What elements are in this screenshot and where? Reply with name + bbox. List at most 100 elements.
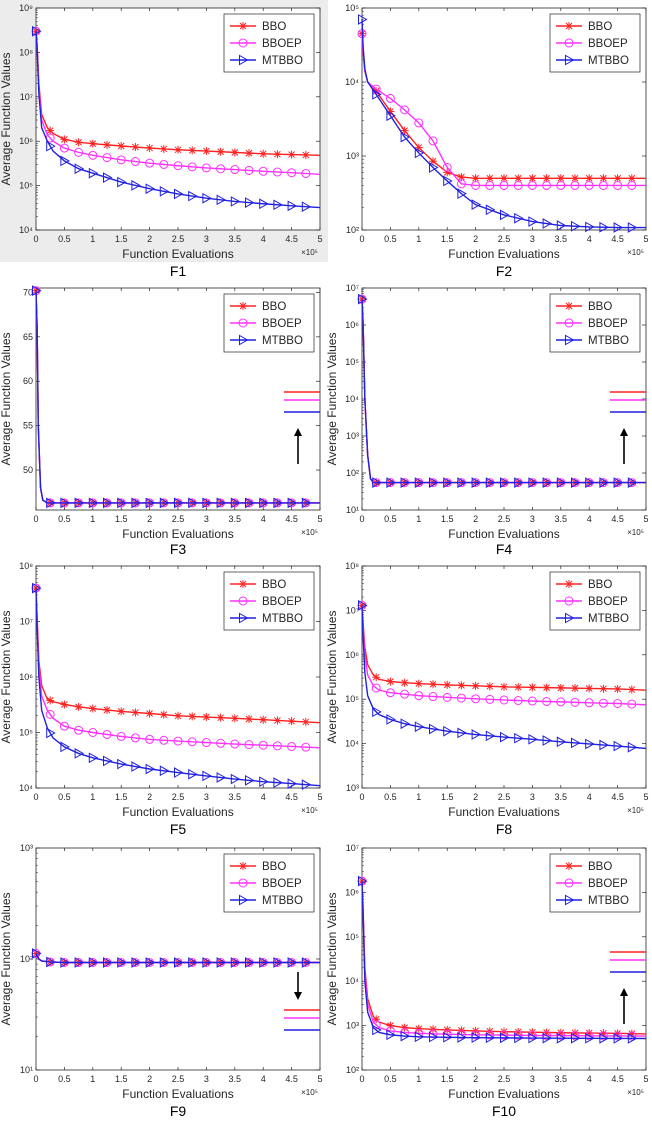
marker-triangle (32, 285, 42, 297)
y-tick-label: 10² (346, 1065, 359, 1075)
marker-star (542, 1028, 551, 1037)
marker-triangle (571, 1032, 581, 1044)
marker-star (145, 709, 154, 718)
marker-circle (74, 725, 84, 735)
x-tick-label: 3 (204, 1074, 209, 1084)
x-tick-label: 5 (317, 1074, 322, 1084)
marker-triangle (386, 477, 396, 488)
marker-star (174, 145, 182, 154)
marker-circle (613, 180, 623, 190)
marker-circle (88, 728, 98, 737)
marker-circle (116, 155, 126, 165)
x-tick-label: 0.5 (384, 234, 397, 244)
marker-star (542, 174, 551, 183)
marker-circle (216, 738, 226, 748)
marker-triangle (159, 185, 170, 197)
marker-circle (598, 180, 608, 190)
marker-triangle (372, 89, 382, 100)
marker-triangle (471, 1032, 482, 1044)
marker-triangle (46, 956, 56, 968)
x-axis-label: Function Evaluations (448, 527, 559, 541)
marker-circle (564, 38, 574, 48)
marker-triangle (571, 477, 581, 488)
legend: BBO BBOEP MTBBO (549, 13, 641, 73)
marker-circle (272, 167, 282, 177)
marker-circle (238, 318, 248, 328)
marker-circle (385, 93, 395, 103)
marker-triangle (245, 197, 255, 208)
x-tick-label: 2.5 (172, 792, 185, 802)
marker-circle (400, 105, 410, 115)
legend-label: MTBBO (588, 55, 629, 67)
marker-star (145, 144, 154, 153)
marker-triangle (117, 758, 127, 770)
marker-star (528, 683, 537, 692)
x-tick-label: 3 (530, 514, 535, 524)
marker-star (514, 1027, 523, 1036)
marker-star (471, 681, 480, 690)
marker-star (457, 681, 466, 690)
chart-f9: 0 0.5 1 1.5 2 2.5 3 3.5 4 4.5 5 ×10⁵ 10¹ 10² 10³ Functi… (0, 843, 323, 1119)
marker-triangle (542, 218, 553, 229)
marker-triangle (88, 957, 99, 968)
marker-circle (499, 695, 509, 705)
marker-star (301, 150, 310, 159)
y-tick-label: 10⁷ (346, 843, 359, 853)
x-tick-label: 5 (643, 514, 648, 524)
marker-circle (570, 180, 580, 190)
marker-star (627, 174, 636, 183)
y-tick-label: 10⁸ (19, 561, 33, 571)
marker-circle (371, 683, 381, 693)
marker-triangle (301, 957, 312, 968)
series-line-bboep (361, 605, 647, 706)
marker-star (599, 174, 608, 183)
series-line-mtbbo (35, 588, 321, 787)
x-tick-label: 3.5 (555, 792, 568, 802)
marker-circle (201, 163, 211, 173)
x-tick-label: 0.5 (58, 1074, 71, 1084)
marker-triangle (386, 1029, 396, 1041)
x-tick-label: 5 (643, 792, 648, 802)
x-tick-label: 2.5 (172, 1074, 185, 1084)
chart-caption: F8 (496, 821, 513, 837)
marker-star (117, 707, 126, 716)
x-axis-label: Function Evaluations (448, 247, 559, 261)
legend-label: BBO (262, 301, 286, 313)
marker-triangle (386, 714, 396, 725)
marker-triangle (60, 155, 70, 167)
legend-label: MTBBO (262, 55, 303, 67)
chart-caption: F2 (496, 263, 513, 279)
x-tick-label: 2 (473, 514, 478, 524)
x-tick-label: 3 (204, 514, 209, 524)
marker-circle (216, 164, 226, 174)
marker-circle (187, 737, 197, 747)
marker-triangle (60, 741, 70, 753)
marker-star (571, 1028, 579, 1037)
chart-f4: 0 0.5 1 1.5 2 2.5 3 3.5 4 4.5 5 ×10⁵ 10¹ 10² 10³ 10⁴ 10⁵… (325, 283, 649, 557)
y-tick-label: 10⁶ (19, 136, 33, 146)
marker-star (46, 696, 55, 705)
marker-circle (564, 596, 574, 606)
marker-circle (598, 698, 608, 708)
marker-circle (527, 696, 537, 706)
marker-triangle (585, 221, 595, 233)
marker-star (372, 673, 381, 682)
marker-star (88, 139, 97, 148)
marker-star (500, 174, 508, 183)
marker-triangle (443, 1031, 453, 1043)
marker-triangle (457, 477, 467, 488)
x-multiplier-label: ×10⁵ (627, 806, 644, 815)
marker-triangle (103, 172, 113, 184)
marker-triangle (627, 1033, 638, 1044)
series-line-bboep (361, 881, 647, 1037)
x-tick-label: 2 (147, 514, 152, 524)
y-axis-label: Average Function Values (0, 893, 13, 1026)
marker-star (287, 150, 296, 159)
x-axis-label: Function Evaluations (448, 1087, 559, 1101)
marker-star (131, 708, 140, 717)
series-line-mtbbo (361, 299, 646, 484)
series-line-mtbbo (35, 290, 320, 504)
x-tick-label: 1.5 (441, 1074, 454, 1084)
marker-triangle (485, 1032, 496, 1044)
marker-star (372, 87, 381, 96)
